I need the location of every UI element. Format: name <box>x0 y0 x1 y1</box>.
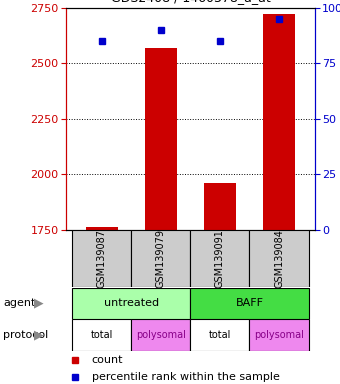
Bar <box>144 48 177 230</box>
Text: total: total <box>209 330 231 341</box>
Text: BAFF: BAFF <box>236 298 264 308</box>
Bar <box>72 319 131 351</box>
Text: polysomal: polysomal <box>254 330 304 341</box>
Bar <box>72 230 131 287</box>
Bar <box>190 230 250 287</box>
Text: GSM139087: GSM139087 <box>97 229 107 288</box>
Text: polysomal: polysomal <box>136 330 186 341</box>
Text: ▶: ▶ <box>34 296 44 310</box>
Text: GSM139079: GSM139079 <box>156 229 166 288</box>
Text: GSM139091: GSM139091 <box>215 229 225 288</box>
Text: ▶: ▶ <box>34 329 44 341</box>
Text: agent: agent <box>3 298 36 308</box>
Bar <box>131 319 190 351</box>
Text: total: total <box>90 330 113 341</box>
Bar <box>85 227 118 230</box>
Bar <box>263 14 295 230</box>
Bar <box>131 230 190 287</box>
Bar <box>72 288 190 319</box>
Bar <box>190 319 250 351</box>
Title: GDS2408 / 1460378_a_at: GDS2408 / 1460378_a_at <box>110 0 270 4</box>
Bar <box>204 183 236 230</box>
Bar <box>250 319 309 351</box>
Text: untreated: untreated <box>104 298 159 308</box>
Text: count: count <box>92 354 123 364</box>
Text: percentile rank within the sample: percentile rank within the sample <box>92 372 280 382</box>
Bar <box>190 288 309 319</box>
Bar <box>250 230 309 287</box>
Text: protocol: protocol <box>3 330 49 340</box>
Text: GSM139084: GSM139084 <box>274 229 284 288</box>
